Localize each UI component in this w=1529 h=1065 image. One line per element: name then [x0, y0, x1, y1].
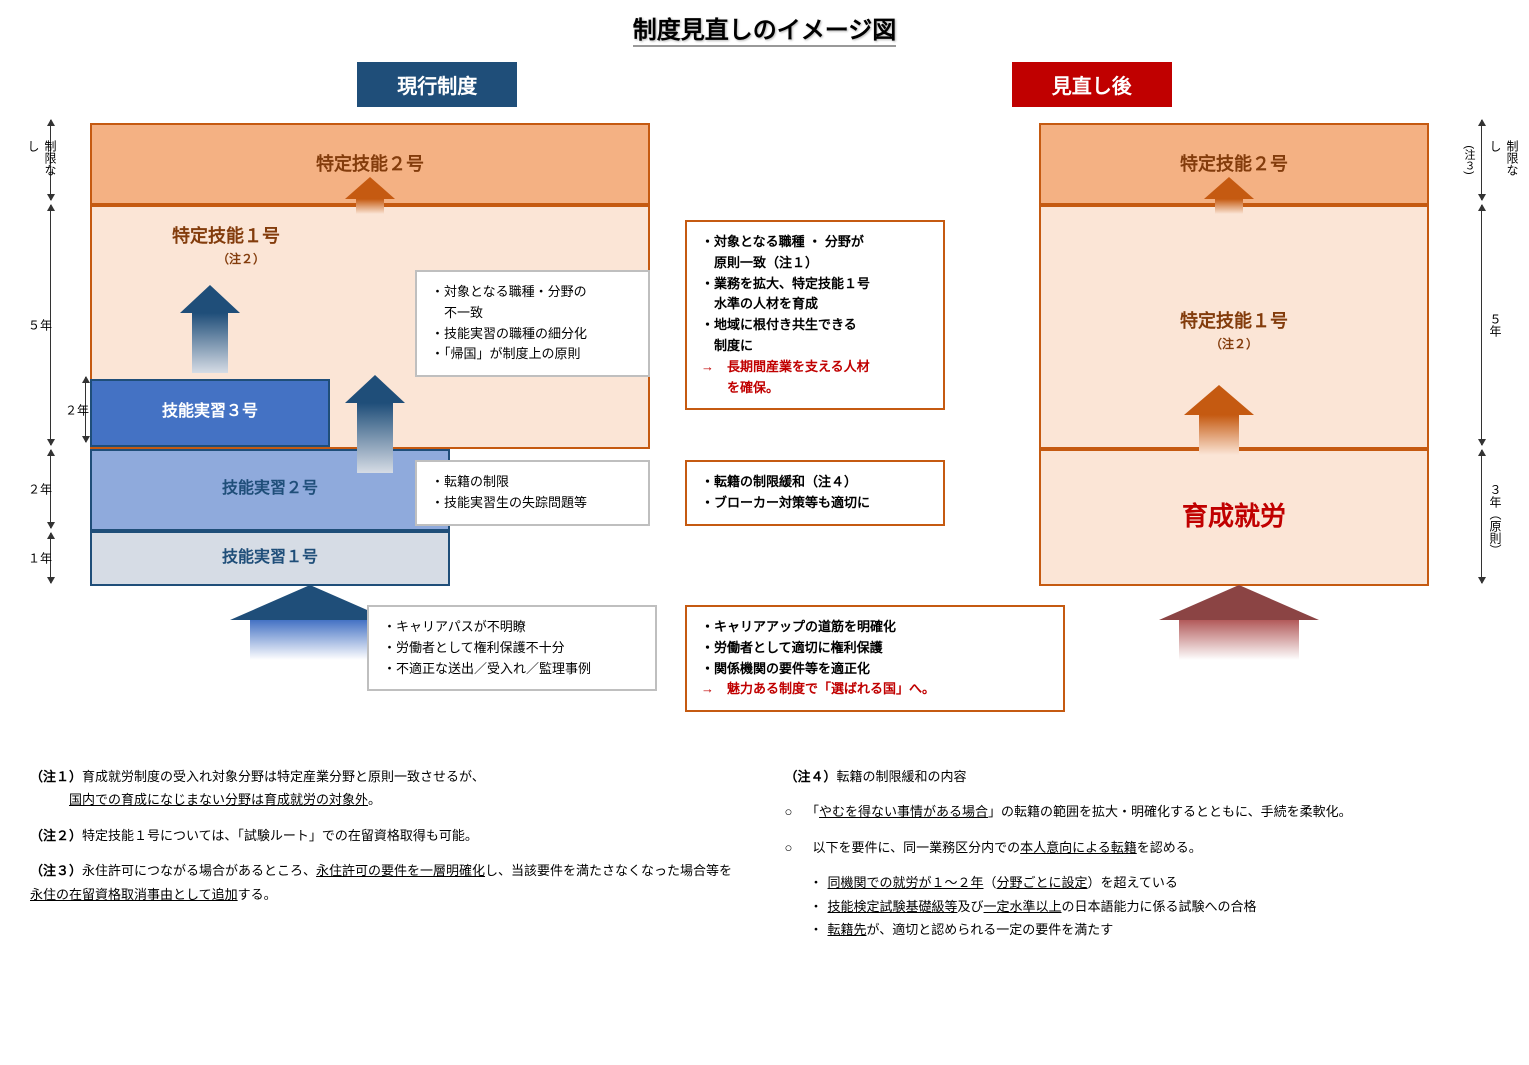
arrow-entry-left	[230, 585, 390, 660]
page-title: 制度見直しのイメージ図	[633, 10, 897, 47]
callout-issues-bottom: ・キャリアパスが不明瞭 ・労働者として権利保護不十分 ・不適正な送出／受入れ／監…	[367, 605, 657, 691]
c3-l2: ・労働者として権利保護不十分	[383, 638, 641, 659]
tl-r-3y: ３年（原則）	[1487, 483, 1504, 550]
header-current: 現行制度	[357, 62, 517, 107]
r1-l2: ・業務を拡大、特定技能１号	[701, 274, 929, 295]
note3: （注３）永住許可につながる場合があるところ、永住許可の要件を一層明確化し、当該要…	[30, 859, 745, 906]
box-ikusei: 育成就労	[1039, 449, 1429, 586]
tokutei1-left-note: （注２）	[172, 250, 648, 267]
r1-lrb: を確保。	[701, 378, 929, 399]
arrow-t1-to-t2-left	[345, 177, 395, 214]
c2-l2: ・技能実習生の失踪問題等	[431, 493, 634, 514]
c1-l3: ・「帰国」が制度上の原則	[431, 344, 634, 365]
arrow-entry-right	[1159, 585, 1319, 660]
c1-l1b: 不一致	[431, 303, 634, 324]
c1-l1: ・対象となる職種・分野の	[431, 282, 634, 303]
r1-lr: → 長期間産業を支える人材	[701, 357, 929, 378]
diagram-area: 制限なし ５年 ２年 ２年 １年 制限なし(注３) ５年 ３年（原則） 特定技能…	[30, 115, 1499, 755]
r3-l3: ・関係機関の要件等を適正化	[701, 659, 1049, 680]
note1: （注１）育成就労制度の受入れ対象分野は特定産業分野と原則一致させるが、 国内での…	[30, 765, 745, 812]
callout-revised-mid: ・転籍の制限緩和（注４） ・ブローカー対策等も適切に	[685, 460, 945, 526]
header-row: 現行制度 見直し後	[30, 62, 1499, 107]
note4-2-2: 技能検定試験基礎級等及び一定水準以上の日本語能力に係る試験への合格	[810, 895, 1500, 918]
header-revised: 見直し後	[1012, 62, 1172, 107]
tl-1y: １年	[28, 550, 52, 567]
note4-2-1: 同機関での就労が１～２年（分野ごとに設定）を超えている	[810, 871, 1500, 894]
tl-2ya: ２年	[65, 401, 89, 418]
callout-revised-bottom: ・キャリアアップの道筋を明確化 ・労働者として適切に権利保護 ・関係機関の要件等…	[685, 605, 1065, 712]
tokutei1-left-label: 特定技能１号	[172, 226, 280, 246]
tl-2yb: ２年	[28, 481, 52, 498]
note4-1: ○ 「やむを得ない事情がある場合」の転籍の範囲を拡大・明確化するとともに、手続を…	[785, 800, 1500, 823]
tl-r-5y: ５年	[1487, 313, 1504, 337]
r1-l3b: 制度に	[701, 336, 929, 357]
box-ginou3: 技能実習３号	[90, 379, 330, 447]
arrow-g3-to-t1	[180, 285, 240, 373]
note4-2: ○ 以下を要件に、同一業務区分内での本人意向による転籍を認める。 同機関での就労…	[785, 836, 1500, 942]
arrow-t1-to-t2-right	[1204, 177, 1254, 214]
callout-issues-mid: ・転籍の制限 ・技能実習生の失踪問題等	[415, 460, 650, 526]
tokutei1-right-label: 特定技能１号	[1180, 311, 1288, 331]
r3-l2: ・労働者として適切に権利保護	[701, 638, 1049, 659]
footnotes: （注１）育成就労制度の受入れ対象分野は特定産業分野と原則一致させるが、 国内での…	[30, 765, 1499, 941]
note2: （注２）特定技能１号については、「試験ルート」での在留資格取得も可能。	[30, 824, 745, 847]
r1-l2b: 水準の人材を育成	[701, 294, 929, 315]
tl-r-note3: (注３)	[1461, 145, 1477, 174]
r3-lr: → 魅力ある制度で「選ばれる国」へ。	[701, 679, 1049, 700]
arrow-g2-to-t1	[345, 375, 405, 473]
tl-unlimited: 制限なし	[25, 140, 59, 180]
note4-head: （注４）転籍の制限緩和の内容	[785, 765, 1500, 788]
arrow-ik-to-t1	[1184, 385, 1254, 455]
tl-5y: ５年	[28, 317, 52, 334]
c2-l1: ・転籍の制限	[431, 472, 634, 493]
tokutei1-right-note: （注２）	[1041, 335, 1427, 352]
callout-issues-top: ・対象となる職種・分野の 不一致 ・技能実習の職種の細分化 ・「帰国」が制度上の…	[415, 270, 650, 377]
c1-l2: ・技能実習の職種の細分化	[431, 324, 634, 345]
r1-l1b: 原則一致（注１）	[701, 253, 929, 274]
r2-l2: ・ブローカー対策等も適切に	[701, 493, 929, 514]
c3-l1: ・キャリアパスが不明瞭	[383, 617, 641, 638]
r1-l1: ・対象となる職種 ・ 分野が	[701, 232, 929, 253]
note4-2-3: 転籍先が、適切と認められる一定の要件を満たす	[810, 918, 1500, 941]
r2-l1: ・転籍の制限緩和（注４）	[701, 472, 929, 493]
callout-revised-top: ・対象となる職種 ・ 分野が 原則一致（注１） ・業務を拡大、特定技能１号 水準…	[685, 220, 945, 410]
tl-r-unlimited: 制限なし	[1487, 140, 1521, 180]
r3-l1: ・キャリアアップの道筋を明確化	[701, 617, 1049, 638]
r1-l3: ・地域に根付き共生できる	[701, 315, 929, 336]
c3-l3: ・不適正な送出／受入れ／監理事例	[383, 659, 641, 680]
footnotes-left: （注１）育成就労制度の受入れ対象分野は特定産業分野と原則一致させるが、 国内での…	[30, 765, 745, 941]
box-ginou1: 技能実習１号	[90, 531, 450, 586]
footnotes-right: （注４）転籍の制限緩和の内容 ○ 「やむを得ない事情がある場合」の転籍の範囲を拡…	[785, 765, 1500, 941]
